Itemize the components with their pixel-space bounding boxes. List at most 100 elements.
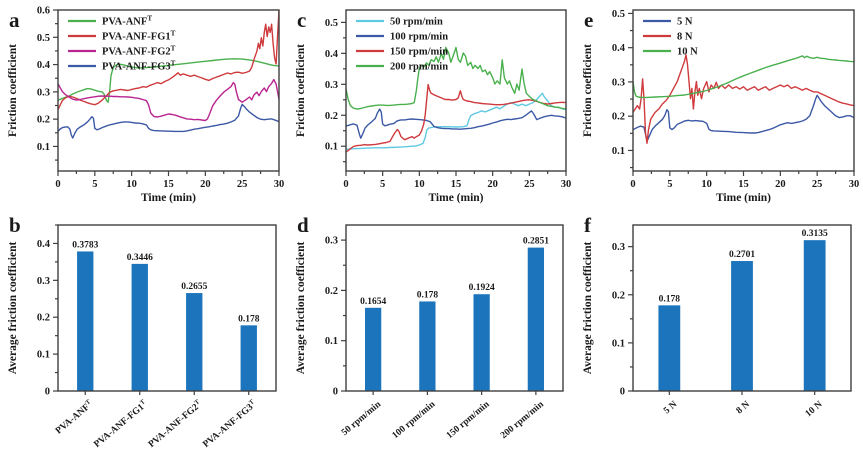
y-tick-label: 0.6 — [37, 6, 50, 17]
y-tick-label: 0.2 — [325, 111, 338, 122]
x-tick-label: 30 — [561, 179, 572, 190]
y-tick-label: 0.4 — [612, 43, 626, 54]
y-tick-label: 0.5 — [325, 18, 338, 29]
y-tick-label: 0.3 — [325, 80, 338, 91]
bar-5-n — [658, 305, 681, 391]
panel-letter-b: b — [9, 213, 21, 237]
legend: 50 rpm/min 100 rpm/min 150 rpm/min 200 rpm/… — [356, 17, 448, 73]
y-tick-label: 0 — [620, 387, 625, 398]
legend-label: PVA-ANF-FG3T — [102, 60, 176, 73]
series-line-10-n — [633, 55, 854, 99]
y-tick-label: 0.3 — [325, 236, 338, 247]
y-tick-label: 0.4 — [37, 60, 51, 71]
y-tick-label: 0.3 — [37, 276, 50, 287]
y-axis-label: Friction coefficient — [582, 44, 594, 137]
y-ticks — [53, 9, 58, 161]
x-tick-label: 15 — [451, 179, 462, 190]
chart-c: c Friction coefficient 0.1 0.2 0.3 0.4 0.5 0 5 10… — [295, 8, 572, 204]
y-tick-label: 0.5 — [37, 33, 50, 44]
x-category-label: 100 rpm/min — [391, 399, 438, 441]
x-category-label: 8 N — [735, 400, 752, 417]
y-axis-label: Friction coefficient — [7, 44, 19, 137]
series-group — [633, 54, 854, 145]
x-tick-label: 10 — [414, 179, 425, 190]
x-category-label: 50 rpm/min — [340, 399, 384, 438]
legend-label: 8 N — [677, 32, 693, 43]
bar-value-label: 0.178 — [659, 294, 681, 304]
y-axis-label: Friction coefficient — [295, 44, 307, 137]
x-tick-label: 20 — [200, 179, 211, 190]
x-tick-label: 10 — [701, 179, 712, 190]
y-tick-label: 0.1 — [37, 350, 50, 361]
panel-d-bar-chart: d Average friction coefficient 0 0.1 0.2 0.3 0… — [288, 205, 575, 463]
y-tick-label: 0.1 — [612, 146, 625, 157]
y-tick-label: 0.5 — [612, 9, 625, 20]
bar-value-label: 0.2655 — [181, 282, 207, 292]
bar-150-rpm-min — [473, 294, 490, 391]
y-tick-label: 0.3 — [612, 77, 625, 88]
legend-label: PVA-ANF-FG2T — [102, 45, 176, 58]
plot-frame — [57, 224, 277, 392]
x-tick-label: 20 — [775, 179, 786, 190]
series-line-50-rpm-min — [346, 92, 566, 151]
panel-e-line-chart: e Friction coefficient 0.1 0.2 0.3 0.4 0.5 0 5 10… — [575, 0, 863, 205]
x-tick-label: 0 — [343, 179, 348, 190]
y-axis-label: Average friction coefficient — [295, 242, 307, 375]
bar-200-rpm-min — [527, 247, 545, 391]
series-line-5-n — [633, 94, 854, 141]
legend-label: 100 rpm/min — [390, 32, 448, 43]
x-tick-label: 5 — [380, 179, 385, 190]
series-line-200-rpm-min — [346, 46, 566, 110]
bar-value-label: 0.178 — [238, 314, 260, 324]
panel-letter-c: c — [297, 8, 306, 32]
y-tick-label: 0.2 — [325, 286, 338, 297]
x-axis-label: Time (min) — [716, 192, 771, 204]
legend-label: PVA-ANFT — [102, 15, 152, 28]
x-category-label: 5 N — [662, 400, 679, 417]
y-ticks — [628, 12, 633, 169]
x-category-label: 200 rpm/min — [499, 399, 546, 441]
series-line-pva-anf-fg3 — [58, 103, 279, 139]
legend: 5 N 8 N 10 N — [643, 17, 698, 58]
series-line-pva-anf — [58, 58, 279, 103]
series-group — [346, 46, 566, 153]
y-tick-label: 0.3 — [37, 87, 50, 98]
bar-value-label: 0.2851 — [523, 237, 549, 247]
y-ticks — [341, 21, 346, 163]
chart-e: e Friction coefficient 0.1 0.2 0.3 0.4 0.5 0 5 10… — [582, 8, 859, 204]
x-tick-label: 20 — [487, 179, 498, 190]
x-category-label: 150 rpm/min — [445, 399, 492, 441]
x-category-label: PVA-ANF-FG1T — [91, 398, 150, 450]
x-tick-label: 25 — [812, 179, 823, 190]
x-tick-label: 15 — [163, 179, 174, 190]
bar-value-label: 0.2701 — [729, 250, 755, 260]
x-tick-label: 5 — [667, 179, 672, 190]
x-tick-label: 0 — [630, 179, 635, 190]
x-tick-label: 30 — [274, 179, 285, 190]
y-tick-label: 0.2 — [37, 313, 50, 324]
y-tick-label: 0.4 — [325, 49, 339, 60]
legend-label: 10 N — [677, 47, 698, 58]
x-tick-label: 10 — [126, 179, 137, 190]
series-line-8-n — [633, 54, 854, 145]
panel-a-line-chart: a Friction coefficient 0.1 0.2 0.3 0.4 0.5 0.6 0… — [0, 0, 288, 205]
plot-frame — [632, 9, 855, 172]
plot-frame — [57, 9, 280, 172]
y-tick-label: 0.1 — [37, 142, 50, 153]
bar-100-rpm-min — [419, 301, 436, 391]
bar-10-n — [803, 240, 826, 391]
y-tick-label: 0.1 — [325, 142, 338, 153]
legend-label: 150 rpm/min — [390, 47, 448, 58]
chart-f: f Average friction coefficient 0 0.1 0.2 0.3 0… — [582, 213, 852, 419]
bar-value-label: 0.3446 — [127, 253, 153, 263]
x-ticks — [345, 171, 567, 176]
panel-c-line-chart: c Friction coefficient 0.1 0.2 0.3 0.4 0.5 0 5 10… — [288, 0, 575, 205]
y-axis-label: Average friction coefficient — [582, 242, 594, 375]
plot-frame — [632, 224, 852, 392]
bar-pva-anf-fg2 — [186, 293, 203, 391]
x-ticks — [632, 171, 855, 176]
legend-label: 200 rpm/min — [390, 62, 448, 73]
panel-b-bar-chart: b Average friction coefficient 0 0.1 0.2 0.3 0… — [0, 205, 288, 463]
bar-pva-anf-fg1 — [131, 263, 148, 391]
bar-8-n — [731, 261, 753, 391]
